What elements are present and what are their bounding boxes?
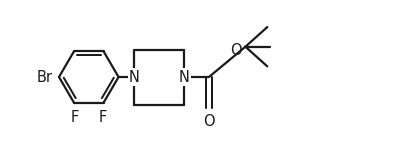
Text: N: N [129, 69, 140, 84]
Text: O: O [230, 43, 241, 58]
Text: Br: Br [37, 69, 53, 84]
Text: O: O [203, 114, 215, 129]
Text: F: F [71, 110, 79, 125]
Text: N: N [179, 69, 189, 84]
Text: F: F [98, 110, 107, 125]
